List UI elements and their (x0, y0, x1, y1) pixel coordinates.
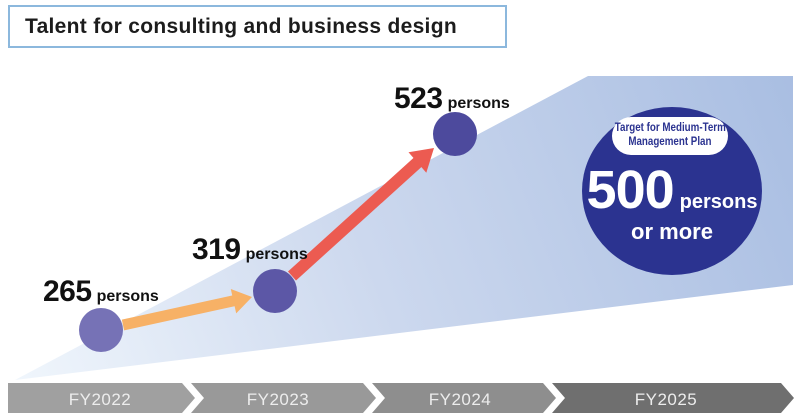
value-label-fy2024: 523 persons (394, 84, 510, 114)
target-qualifier: or more (631, 219, 713, 244)
target-unit: persons (679, 191, 758, 213)
timeline-label-fy2022: FY2022 (68, 390, 132, 409)
arrow-first-head-icon (230, 289, 252, 314)
arrow-second-shaft (287, 157, 423, 281)
target-badge-line2: Management Plan (628, 136, 712, 148)
point-fy2022 (79, 308, 123, 352)
value-fy2023: 319 (192, 233, 241, 266)
unit-fy2023: persons (245, 246, 308, 263)
page-title: Talent for consulting and business desig… (25, 14, 457, 38)
timeline-label-fy2024: FY2024 (428, 390, 492, 409)
target-badge-line1: Target for Medium-Term (614, 122, 726, 135)
timeline-label-fy2025: FY2025 (634, 390, 698, 409)
point-fy2023 (253, 269, 297, 313)
timeline-segment-fy2023 (191, 383, 376, 413)
timeline-segment-fy2024 (372, 383, 556, 413)
timeline-label-fy2023: FY2023 (246, 390, 310, 409)
value-label-fy2023: 319 persons (192, 235, 308, 265)
unit-fy2024: persons (447, 95, 510, 112)
target-badge: Target for Medium-Term Management Plan (612, 117, 728, 155)
unit-fy2022: persons (96, 288, 159, 305)
timeline-segment-fy2025 (552, 383, 794, 413)
value-fy2022: 265 (43, 275, 92, 308)
point-fy2024 (433, 112, 477, 156)
target-value-row: 500 persons (582, 163, 762, 217)
value-label-fy2022: 265 persons (43, 277, 159, 307)
value-fy2024: 523 (394, 82, 443, 115)
timeline-segment-fy2022 (8, 383, 195, 413)
arrow-second-head-icon (408, 148, 434, 173)
title-box: Talent for consulting and business desig… (8, 5, 507, 48)
target-value: 500 (586, 160, 675, 220)
arrow-first-shaft (121, 295, 237, 331)
